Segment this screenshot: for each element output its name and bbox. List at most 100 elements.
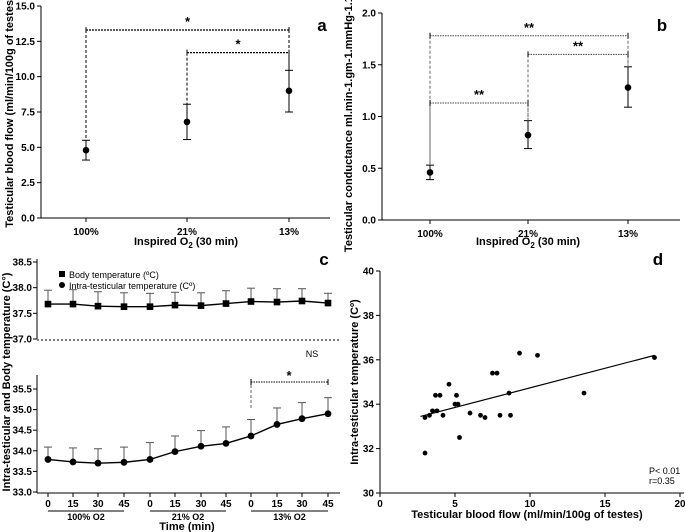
x-axis-label: Inspired O2 (30 min) (476, 236, 580, 250)
body-temp-marker (171, 301, 179, 309)
testicular-temp-marker (146, 456, 154, 463)
group-label: 13% O2 (273, 512, 306, 522)
scatter-point (437, 392, 443, 398)
x-tick-label: 30 (92, 499, 104, 510)
y-tick-label: 7.5 (21, 108, 35, 119)
panel-letter-b: b (657, 16, 667, 35)
x-tick-label: 15 (169, 499, 181, 510)
body-temp-marker (44, 300, 52, 308)
x-tick-label: 0 (147, 499, 153, 510)
panel-b: 0.0 0.5 1.0 1.5 2.0 100% 21% 13% ** ** ** Inspired … (343, 0, 680, 252)
significance-star: * (185, 14, 191, 29)
testicular-temp-marker (69, 458, 77, 466)
testicular-temp-marker (222, 439, 230, 447)
scatter-point (433, 392, 438, 398)
y-tick-label: 5.0 (21, 143, 35, 154)
y-tick-label: 10.0 (16, 72, 36, 83)
y-tick-label: 0.0 (362, 216, 376, 227)
testicular-temp-marker (120, 458, 128, 466)
x-tick-label: 30 (195, 499, 207, 510)
x-tick-label: 0 (248, 499, 254, 510)
r-value-label: r=0.35 (649, 476, 675, 486)
data-point (426, 169, 434, 176)
y-axis-label: Intra-testicular and Body temperature (C… (1, 272, 13, 491)
scatter-point (490, 370, 495, 376)
y-tick-label: 34.0 (13, 446, 33, 457)
p-value-label: P< 0.01 (649, 466, 680, 476)
scatter-point (506, 390, 512, 396)
data-point (82, 146, 90, 154)
legend-circle-icon (59, 282, 65, 288)
body-temp-marker (324, 299, 332, 307)
y-tick-label: 2.0 (362, 9, 376, 20)
testicular-temp-line (47, 413, 329, 464)
y-tick-label: 0.5 (362, 164, 376, 175)
panel-letter-c: c (319, 250, 328, 269)
y-tick-label: 38.0 (13, 283, 33, 294)
y-tick-label: 40 (363, 267, 375, 278)
body-temp-marker (69, 300, 77, 308)
y-tick-label: 38 (363, 311, 375, 322)
testicular-temp-marker (273, 421, 281, 428)
x-tick-label: 20 (674, 499, 685, 510)
x-tick-label: 15 (67, 499, 79, 510)
x-tick-label: 21% (177, 227, 197, 238)
data-point (524, 131, 532, 139)
x-tick-label: 13% (618, 229, 638, 240)
significance-star: * (235, 37, 241, 52)
x-tick-label: 21% (518, 229, 538, 240)
x-tick-label: 10 (524, 499, 536, 510)
scatter-point (494, 370, 500, 376)
scatter-point (422, 450, 428, 456)
group-label: 21% O2 (172, 512, 205, 522)
y-tick-label: 37.0 (13, 335, 33, 346)
y-tick-label: 34.5 (13, 426, 33, 437)
testicular-temp-marker (197, 442, 205, 450)
x-tick-label: 13% (279, 227, 299, 238)
y-axis-label: Testicular blood flow (ml/min/100g of te… (4, 0, 16, 228)
scatter-point (446, 381, 452, 387)
testicular-temp-marker (298, 415, 306, 423)
y-tick-label: 1.5 (362, 60, 376, 71)
data-point (624, 84, 632, 91)
ns-label: NS (306, 349, 319, 359)
scatter-point (440, 412, 446, 418)
scatter-point (482, 415, 488, 420)
y-axis-label: Intra-testicular temperature (Cº) (349, 299, 361, 465)
scatter-point (652, 355, 657, 360)
y-tick-label: 37.5 (13, 309, 33, 320)
scatter-point (581, 390, 587, 396)
panel-letter-a: a (317, 16, 327, 35)
body-temp-marker (222, 300, 230, 307)
data-point (285, 87, 293, 95)
panel-letter-d: d (653, 250, 663, 269)
x-tick-label: 45 (220, 499, 232, 510)
y-tick-label: 30 (363, 489, 375, 500)
scatter-point (430, 408, 435, 414)
testicular-temp-marker (247, 432, 255, 440)
panel-c: 33.0 33.5 34.0 34.5 35.0 35.5 37.0 37.5 38.0 38.5… (1, 250, 340, 532)
x-axis-label: Time (min) (159, 521, 215, 532)
scatter-point (517, 350, 522, 356)
x-axis-label: Inspired O2 (30 min) (134, 236, 238, 250)
y-tick-label: 35.5 (13, 385, 33, 396)
body-temp-line (48, 300, 329, 308)
body-temp-marker (298, 297, 306, 305)
x-tick-label: 100% (417, 229, 443, 240)
x-axis-label: Testicular blood flow (ml/min/100g of te… (411, 509, 643, 521)
scatter-point (497, 412, 503, 418)
testicular-temp-marker (44, 456, 52, 463)
significance-star: * (286, 368, 292, 383)
x-tick-label: 0 (377, 499, 383, 510)
x-tick-label: 15 (599, 499, 611, 510)
testicular-temp-marker (171, 448, 179, 456)
scatter-point (454, 392, 459, 398)
y-tick-label: 33.5 (13, 467, 33, 478)
body-temp-marker (273, 298, 281, 306)
y-tick-label: 0.0 (21, 214, 35, 225)
x-tick-label: 100% (73, 227, 99, 238)
scatter-point (422, 415, 428, 420)
y-tick-label: 32 (363, 444, 375, 455)
body-temp-marker (146, 303, 154, 310)
x-tick-label: 45 (322, 499, 334, 510)
